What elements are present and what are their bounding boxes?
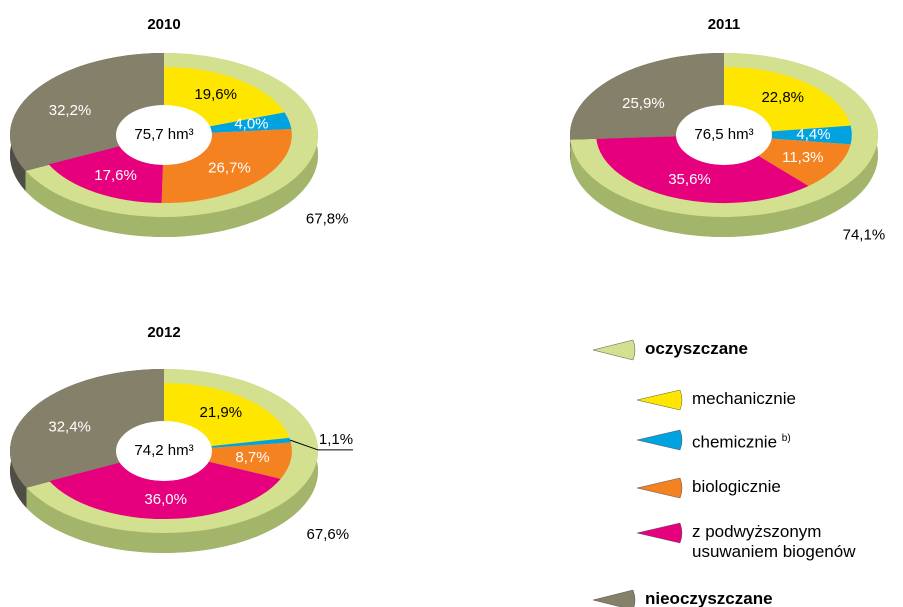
value-label: 67,8% [306,210,349,227]
pie-slice [724,125,852,145]
value-label: 21,9% [200,404,243,421]
legend-swatch [636,389,683,411]
chart-title: 2011 [708,16,741,33]
value-label: 4,4% [796,126,830,143]
pie-center [116,421,212,481]
pie-slice [596,135,809,204]
value-label: 36,0% [144,491,187,508]
value-label: 17,6% [94,167,137,184]
legend-text: oczyszczane [645,339,748,358]
legend-label: nieoczyszczane [645,589,773,607]
legend-swatch [636,522,683,544]
legend-text: chemicznie [692,432,778,452]
legend-label: mechanicznie [692,389,796,409]
chart-title: 2010 [147,16,180,33]
value-label: 67,6% [307,526,350,543]
legend-swatch [592,339,636,361]
chart-title: 2012 [147,324,180,341]
legend-text: z podwyższonym usuwaniem biogenów [692,522,856,561]
center-label: 76,5 hm³ [694,126,753,143]
value-label: 1,1% [319,431,353,448]
legend-label: oczyszczane [645,339,748,359]
center-label: 75,7 hm³ [134,126,193,143]
legend-note: b) [781,433,791,444]
value-label: 19,6% [194,86,237,103]
pie-slice [49,451,281,520]
value-label: 25,9% [622,95,665,112]
legend-swatch [636,477,683,499]
legend-label: z podwyższonym usuwaniem biogenów [692,522,856,562]
legend-label: biologicznie [692,477,781,497]
pie-center [676,105,772,165]
leader-line [290,439,353,451]
legend-text: mechanicznie [692,389,796,408]
pie-center [116,105,212,165]
value-label: 8,7% [235,449,269,466]
value-label: 22,8% [761,89,804,106]
value-label: 26,7% [208,159,251,176]
legend-swatch [636,429,683,451]
legend-text: nieoczyszczane [645,589,773,607]
value-label: 4,0% [234,116,268,133]
legend-text: biologicznie [692,477,781,496]
value-label: 74,1% [843,226,886,243]
value-label: 32,2% [49,102,92,119]
legend-label: chemicznie b) [692,429,791,453]
legend-swatch [592,589,636,607]
center-label: 74,2 hm³ [134,442,193,459]
value-label: 35,6% [668,171,711,188]
value-label: 11,3% [782,149,823,166]
value-label: 32,4% [48,418,91,435]
